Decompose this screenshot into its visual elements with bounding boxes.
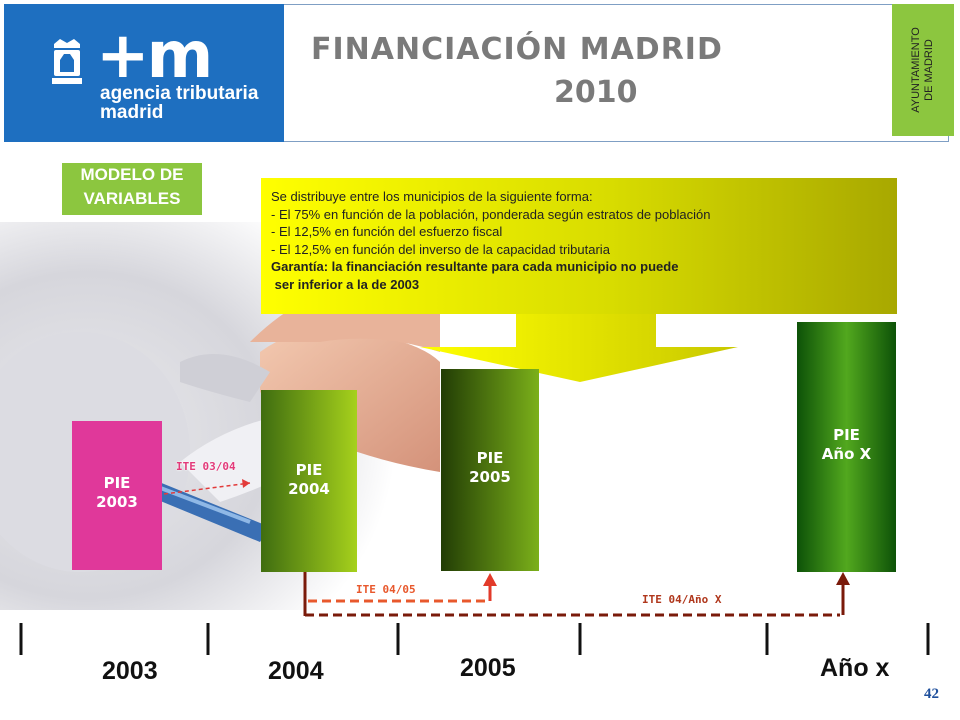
pie-2005-year: 2005 [469,468,511,486]
year-label-2003: 2003 [102,657,158,685]
modelo-line-2: VARIABLES [83,189,181,208]
pie-ano-x-year: Año X [821,445,872,463]
madrid-crest-icon [52,39,82,84]
pie-2003-year: 2003 [96,493,138,511]
pie-2003-bar: PIE 2003 [72,421,162,570]
year-label-2004: 2004 [268,657,324,685]
brand-line-2: madrid [100,102,164,123]
slide-subtitle-year: 2010 [554,75,638,110]
year-label-2005: 2005 [460,654,516,682]
info-guarantee-line-2: ser inferior a la de 2003 [271,276,420,292]
info-guarantee-line-1: Garantía: la financiación resultante par… [271,259,679,274]
info-intro: Se distribuye entre los municipios de la… [271,189,593,204]
info-item-population: - El 75% en función de la población, pon… [271,206,711,222]
pie-ano-x-bar: PIE Año X [797,322,896,572]
ite-04-x-arrowhead-icon [836,572,850,585]
distribution-info-box: Se distribuye entre los municipios de la… [261,178,897,314]
logo-agencia-tributaria: +m agencia tributaria madrid [4,4,284,142]
down-arrow-icon [420,314,738,382]
ite-03-04-arrow [163,482,251,495]
pie-2004-year: 2004 [288,480,330,498]
page-number: 42 [924,686,939,702]
info-item-tax-capacity: - El 12,5% en función del inverso de la … [271,241,610,257]
brand-mark: +m [96,19,213,93]
ite-03-04-arrowhead-icon [242,479,250,488]
pie-2005-bar: PIE 2005 [441,369,539,571]
pie-2003-label: PIE [103,474,131,492]
ite-04-ano-x-label: ITE 04/Año X [642,593,722,606]
ite-04-05-arrowhead-icon [483,573,497,586]
modelo-line-1: MODELO DE [80,165,184,184]
pie-2004-label: PIE [295,461,323,479]
modelo-variables-box: MODELO DE VARIABLES [62,163,202,215]
pie-2005-label: PIE [476,449,504,467]
year-label-ano-x: Año x [820,654,890,682]
ite-03-04-label: ITE 03/04 [176,460,236,473]
ayuntamiento-tag: AYUNTAMIENTO DE MADRID [892,4,954,136]
pie-2004-bar: PIE 2004 [261,390,357,572]
info-item-fiscal-effort: - El 12,5% en función del esfuerzo fisca… [271,224,503,239]
pie-ano-x-label: PIE [833,426,860,444]
slide-title: FINANCIACIÓN MADRID [311,32,723,67]
brand-line-1: agencia tributaria [100,83,259,104]
ite-04-05-label: ITE 04/05 [356,583,416,596]
